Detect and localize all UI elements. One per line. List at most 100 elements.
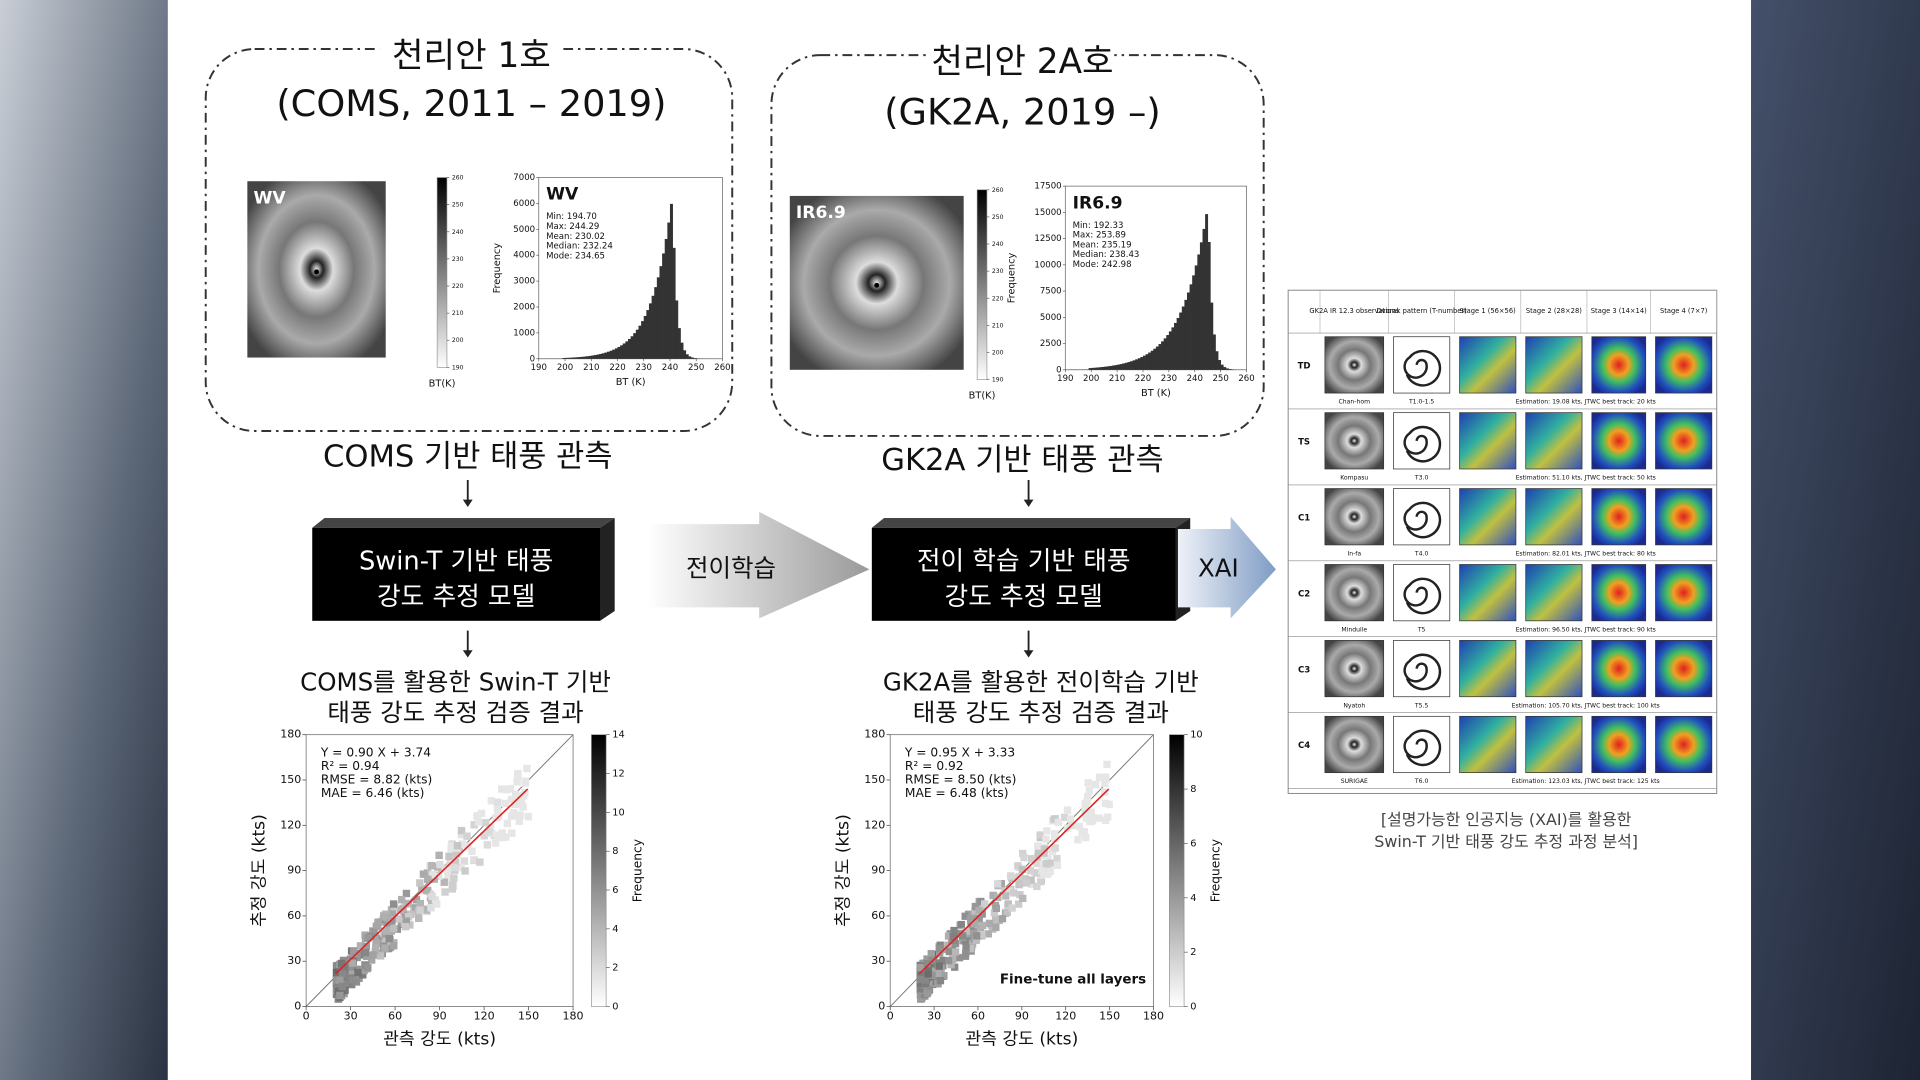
dvorak-t-number: T3.0	[1414, 475, 1429, 482]
histogram-bar	[1153, 348, 1157, 370]
density-cell	[348, 959, 357, 967]
density-cell	[450, 863, 459, 872]
xai-cell-image	[1459, 412, 1517, 470]
density-cell	[975, 906, 983, 915]
estimation-text: Estimation: 19.08 kts, JTWC best track: …	[1516, 399, 1656, 406]
x-tick-label: 30	[344, 1009, 358, 1022]
density-cell	[412, 896, 421, 904]
density-cell	[1034, 842, 1042, 850]
density-cell	[1016, 891, 1024, 899]
density-cell	[382, 927, 390, 935]
histogram-bar	[1117, 364, 1121, 370]
estimation-text: Estimation: 82.01 kts, JTWC best track: …	[1516, 550, 1656, 557]
histogram-bar	[1137, 358, 1141, 370]
x-tick-label: 190	[531, 363, 547, 373]
density-cell	[1027, 880, 1036, 888]
histogram-bar	[620, 345, 624, 359]
histogram-bar	[643, 315, 647, 359]
y-tick-label: 2500	[1040, 339, 1062, 349]
y-tick-label: 120	[864, 818, 885, 831]
histogram-stat: Median: 232.24	[546, 242, 613, 252]
x-axis-label: 관측 강도 (kts)	[965, 1030, 1078, 1050]
histogram-stat: Mode: 242.98	[1073, 260, 1132, 270]
histogram-bar	[675, 300, 679, 359]
histogram-bar	[1199, 242, 1203, 370]
histogram-bar	[685, 354, 689, 359]
density-cell	[1038, 867, 1046, 875]
row-label: C1	[1298, 513, 1310, 523]
density-cell	[1028, 855, 1036, 863]
regression-stat: Y = 0.90 X + 3.74	[320, 746, 431, 760]
density-cell	[452, 850, 461, 858]
histogram-bar	[1192, 275, 1196, 370]
density-cell	[1084, 779, 1092, 787]
density-cell	[370, 928, 378, 936]
density-cell	[427, 904, 435, 912]
image-label: IR6.9	[796, 203, 846, 223]
dvorak-t-number: T5.5	[1414, 702, 1429, 709]
density-cell	[1081, 806, 1089, 814]
model-box-side	[600, 517, 615, 621]
histogram-bar	[1122, 363, 1126, 370]
scatter-annotation: Fine-tune all layers	[1000, 973, 1146, 988]
density-cell	[415, 914, 423, 923]
regression-stat: RMSE = 8.82 (kts)	[321, 773, 433, 787]
density-cell	[396, 906, 405, 914]
density-cell	[972, 936, 980, 944]
model-box-top	[871, 517, 1191, 528]
density-cell	[958, 932, 967, 940]
result-title: COMS를 활용한 Swin-T 기반	[300, 667, 611, 696]
density-cell	[346, 963, 354, 971]
x-tick-label: 60	[388, 1009, 402, 1022]
x-tick-label: 30	[927, 1009, 941, 1022]
density-cell	[461, 867, 469, 875]
histogram-stat: Max: 244.29	[546, 222, 599, 232]
density-cell	[1102, 816, 1110, 824]
estimation-text: Estimation: 105.70 kts, JTWC best track:…	[1512, 702, 1660, 709]
density-cell	[1074, 836, 1082, 844]
density-cell	[389, 909, 397, 917]
density-cell	[1034, 853, 1042, 861]
density-cell	[933, 970, 942, 978]
histogram-bar	[1161, 341, 1165, 370]
histogram-bar	[659, 266, 663, 359]
y-tick-label: 150	[280, 773, 301, 786]
density-cell	[927, 950, 935, 958]
density-cell	[1026, 867, 1035, 875]
density-cell	[362, 942, 370, 951]
histogram-axes	[1064, 185, 1247, 371]
density-cell	[433, 900, 441, 908]
xai-cell-image	[1591, 715, 1647, 774]
x-tick-label: 90	[1015, 1009, 1029, 1022]
x-tick-label: 260	[1238, 374, 1254, 384]
density-cell	[389, 924, 398, 933]
density-cell	[524, 812, 532, 821]
density-cell	[485, 828, 493, 836]
density-cell	[333, 972, 342, 980]
regression-stat: R² = 0.92	[905, 759, 964, 773]
histogram-bar	[688, 356, 692, 359]
density-cell	[348, 976, 357, 984]
density-cell	[1080, 828, 1088, 836]
x-tick-label: 240	[662, 363, 678, 373]
density-cell	[428, 892, 436, 901]
x-tick-label: 230	[1161, 374, 1177, 384]
model-box	[871, 527, 1176, 621]
density-cell	[341, 986, 349, 994]
histogram-bar	[656, 277, 660, 359]
x-tick-label: 120	[1055, 1009, 1076, 1022]
column-header: Stage 2 (28×28)	[1526, 307, 1582, 315]
y-tick-label: 150	[864, 773, 885, 786]
density-cell	[480, 832, 488, 840]
density-cell	[1008, 904, 1016, 912]
histogram-stat: Min: 192.33	[1073, 221, 1124, 231]
density-cell	[502, 833, 510, 841]
arrow-head	[1023, 650, 1034, 658]
y-tick-label: 180	[280, 728, 301, 741]
y-tick-label: 12500	[1034, 234, 1061, 244]
x-tick-label: 0	[303, 1009, 310, 1022]
panel-title: 천리안 1호	[392, 36, 551, 76]
density-cell	[966, 945, 975, 953]
histogram-bar	[677, 328, 681, 359]
x-tick-label: 220	[609, 363, 625, 373]
